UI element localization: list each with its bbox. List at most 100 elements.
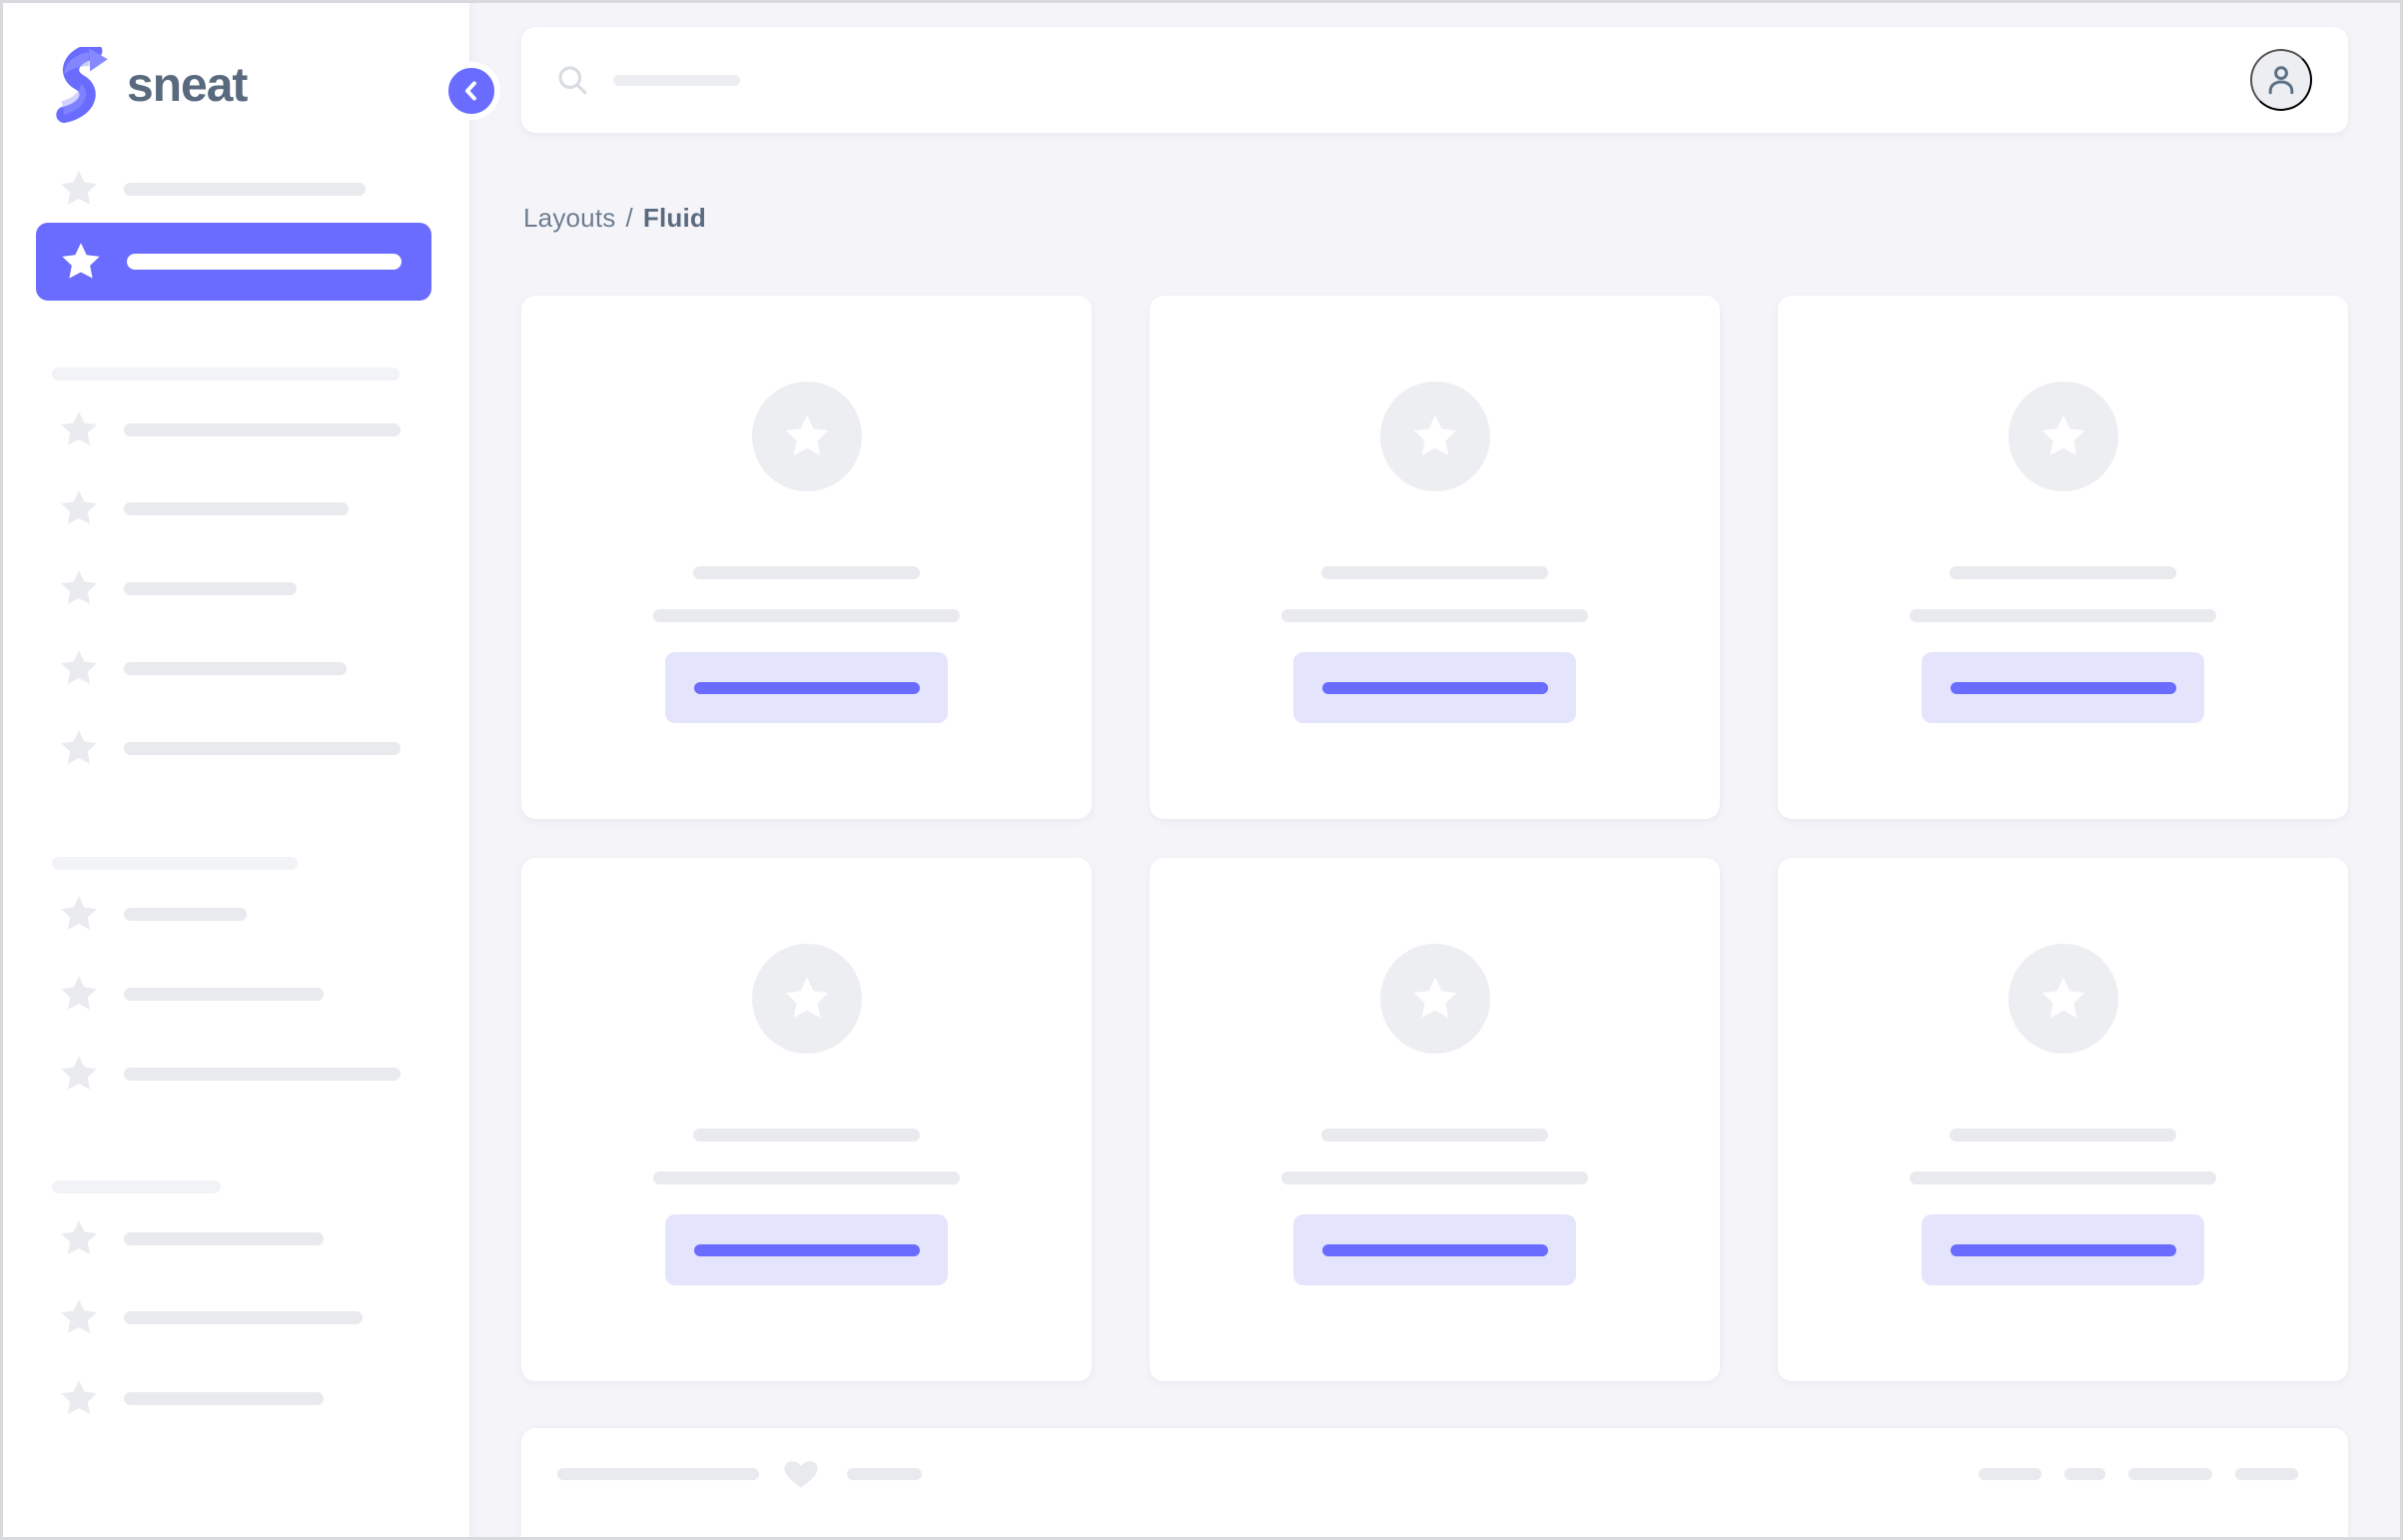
card-title-skeleton: [1321, 1129, 1548, 1143]
star-icon: [785, 414, 828, 456]
sidebar-item-label-skeleton: [124, 907, 247, 921]
sidebar-item[interactable]: [58, 1295, 363, 1339]
star-icon: [61, 976, 97, 1010]
search-input[interactable]: [554, 62, 2250, 98]
star-icon: [2041, 414, 2084, 456]
demo-card: [1150, 858, 1720, 1382]
search-icon: [558, 66, 587, 95]
footer-link-skeleton[interactable]: [2064, 1468, 2105, 1481]
star-icon: [1413, 977, 1456, 1019]
star-icon: [61, 1380, 97, 1414]
card-button[interactable]: [1293, 652, 1576, 724]
card-avatar: [751, 944, 862, 1055]
sidebar-item-label-skeleton: [124, 182, 366, 196]
star-icon: [61, 411, 97, 445]
search-placeholder-skeleton: [613, 74, 740, 86]
star-icon: [61, 730, 97, 764]
sidebar-item-label-skeleton: [124, 422, 400, 436]
card-title-skeleton: [693, 1129, 920, 1143]
star-icon: [62, 243, 100, 279]
card-subtitle-skeleton: [653, 1171, 960, 1185]
star-icon: [2041, 977, 2084, 1019]
demo-card: [1150, 296, 1720, 820]
sidebar-item[interactable]: [58, 167, 366, 211]
main-content: Layouts / Fluid: [469, 3, 2400, 1537]
footer-link-skeleton[interactable]: [1979, 1468, 2041, 1481]
card-avatar: [1379, 944, 1490, 1055]
sidebar-item[interactable]: [58, 407, 400, 451]
user-avatar-button[interactable]: [2250, 49, 2312, 112]
card-avatar: [1379, 382, 1490, 492]
footer-left-skeleton: [557, 1457, 922, 1491]
card-button[interactable]: [665, 1214, 948, 1286]
sidebar-item-label-skeleton: [124, 741, 400, 755]
sidebar-section-divider: [52, 857, 298, 870]
card-avatar: [751, 382, 862, 492]
sidebar-item-active[interactable]: [36, 223, 431, 301]
demo-card: [1778, 296, 2348, 820]
card-title-skeleton: [1321, 566, 1548, 580]
sidebar-item[interactable]: [58, 892, 247, 936]
sidebar-item-label-skeleton: [124, 1067, 400, 1081]
sidebar-item-label-skeleton: [124, 501, 349, 515]
breadcrumb: Layouts / Fluid: [521, 203, 2348, 234]
breadcrumb-separator: /: [625, 203, 633, 234]
sidebar-item[interactable]: [58, 972, 324, 1016]
card-button-label-skeleton: [1321, 1243, 1548, 1256]
sidebar-item-label-skeleton: [124, 1310, 363, 1324]
footer-link-skeleton[interactable]: [2128, 1468, 2212, 1481]
card-button[interactable]: [665, 652, 948, 724]
footer-text-skeleton: [847, 1468, 922, 1481]
card-subtitle-skeleton: [1281, 609, 1588, 623]
footer-card: [521, 1428, 2348, 1537]
sidebar-item[interactable]: [58, 566, 297, 610]
star-icon: [61, 1220, 97, 1254]
card-subtitle-skeleton: [653, 609, 960, 623]
footer-link-skeleton[interactable]: [2235, 1468, 2298, 1481]
footer-text-skeleton: [557, 1468, 759, 1481]
sidebar-item[interactable]: [58, 1052, 400, 1096]
card-button-label-skeleton: [1950, 681, 2176, 694]
card-subtitle-skeleton: [1281, 1171, 1588, 1185]
sidebar-item[interactable]: [58, 486, 349, 530]
sidebar-collapse-button[interactable]: [442, 62, 500, 120]
sidebar-item-label-skeleton: [127, 254, 401, 270]
star-icon: [61, 1299, 97, 1333]
card-title-skeleton: [693, 566, 920, 580]
chevron-left-icon: [464, 81, 476, 101]
card-button-label-skeleton: [693, 681, 920, 694]
card-button-label-skeleton: [1950, 1243, 2176, 1256]
demo-card: [521, 296, 1092, 820]
sidebar-section-divider: [52, 1180, 221, 1193]
sneat-logo-icon: [56, 47, 108, 123]
sidebar-item[interactable]: [58, 1376, 324, 1420]
card-avatar: [2007, 382, 2118, 492]
sidebar-item[interactable]: [58, 726, 400, 770]
card-title-skeleton: [1950, 566, 2176, 580]
sidebar-item[interactable]: [58, 1216, 324, 1260]
breadcrumb-current-page: Fluid: [642, 203, 706, 234]
sidebar-item-label-skeleton: [124, 581, 297, 595]
star-icon: [61, 570, 97, 604]
sidebar-item[interactable]: [58, 646, 347, 690]
card-button[interactable]: [1922, 652, 2204, 724]
star-icon: [61, 171, 97, 205]
card-button[interactable]: [1922, 1214, 2204, 1286]
heart-icon: [784, 1461, 818, 1488]
star-icon: [785, 977, 828, 1019]
demo-card: [1778, 858, 2348, 1382]
footer-links-skeleton: [1979, 1457, 2298, 1491]
brand[interactable]: sneat: [47, 47, 248, 123]
card-button[interactable]: [1293, 1214, 1576, 1286]
star-icon: [1413, 414, 1456, 456]
card-subtitle-skeleton: [1910, 1171, 2216, 1185]
cards-grid: [521, 296, 2348, 1382]
card-button-label-skeleton: [1321, 681, 1548, 694]
breadcrumb-layouts[interactable]: Layouts: [523, 203, 616, 234]
top-navbar: [521, 27, 2348, 134]
person-icon: [2268, 66, 2294, 95]
star-icon: [61, 1056, 97, 1090]
brand-name: sneat: [127, 58, 248, 112]
card-avatar: [2007, 944, 2118, 1055]
star-icon: [61, 896, 97, 930]
